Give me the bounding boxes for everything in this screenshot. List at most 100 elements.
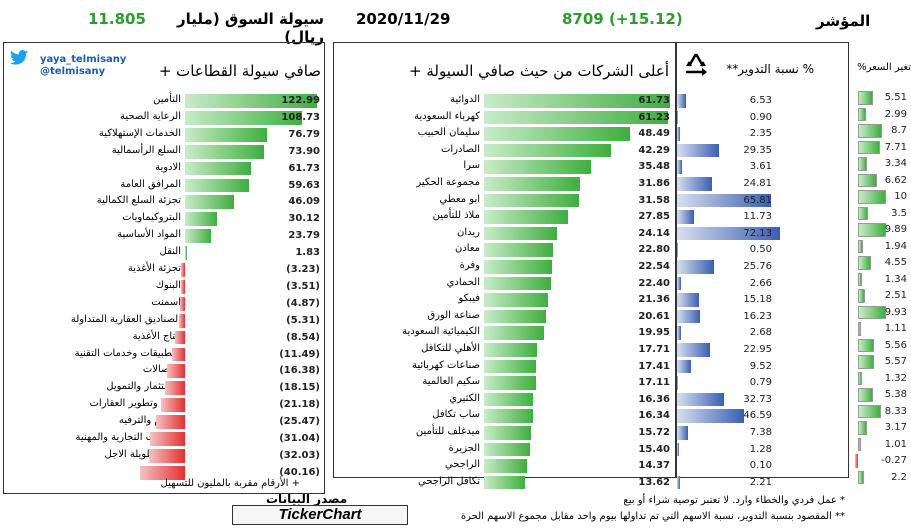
price-value: 3.5 [891,207,907,219]
company-bar [484,459,528,473]
price-value: 5.57 [884,356,907,367]
company-bar [484,210,568,224]
turnover-bar [677,376,679,390]
company-label: الراجحي [444,459,480,471]
turnover-value: 25.76 [743,261,772,272]
company-label: ابو معطي [439,193,480,205]
turnover-panel [676,42,849,478]
sector-value: (40.16) [279,466,320,478]
company-bar [484,143,612,158]
price-bar [858,140,880,154]
price-bar [858,107,867,121]
sector-label: الإتصالات [142,364,181,376]
company-label: معادن [454,243,480,255]
price-bar [858,157,868,171]
sector-bar [161,398,185,413]
sector-value: 46.09 [288,196,320,208]
turnover-value: 11.73 [743,211,772,223]
company-label: ميدغلف للتأمين [415,426,480,437]
price-value: 2.2 [891,471,907,483]
turnover-value: 16.23 [743,310,772,322]
company-label: صناعات كهربائية [411,359,480,371]
sector-label: الصناديق العقارية المتداولة [70,313,181,325]
company-value: 24.14 [638,227,670,239]
sector-value: (18.15) [279,382,320,394]
company-label: الحمادي [446,276,480,288]
price-bar [858,338,874,352]
turnover-bar [677,193,771,208]
company-label: ملاذ للتأمين [432,210,480,222]
company-label: صناعة الورق [427,309,480,321]
company-bar [484,243,553,257]
turnover-value: 46.59 [743,410,772,422]
sector-value: 73.90 [288,145,320,157]
turnover-value: 0.10 [749,460,772,472]
price-title: تغير السعر% [857,62,911,73]
turnover-value: 0.90 [749,111,772,123]
company-bar [484,110,669,125]
company-bar [484,260,552,274]
sector-bar [140,465,185,480]
sector-value: (5.31) [286,314,320,326]
turnover-bar [677,359,691,374]
sector-bar [185,127,268,142]
company-value: 27.85 [638,211,670,223]
company-label: الجزيرة [448,442,480,454]
sector-label: المرافق العامة [120,178,181,190]
sector-value: (11.49) [279,348,320,360]
company-label: تكافل الراجحي [418,475,480,487]
twitter-icon [10,50,30,66]
turnover-bar [677,143,719,158]
sector-label: تجزئة السلع الكمالية [96,195,181,207]
turnover-value: 2.66 [749,277,772,289]
sector-value: (31.04) [279,433,320,444]
price-value: 7.71 [884,141,907,153]
company-value: 20.61 [638,310,670,322]
turnover-bar [677,210,694,224]
company-label: ساب تكافل [432,409,480,421]
sector-value: 61.73 [288,162,320,174]
sector-value: 59.63 [288,179,320,191]
twitter-handle-1: yaya_telmisany [40,54,127,65]
sector-bar [185,94,317,108]
company-value: 17.41 [638,360,670,372]
sector-bar [185,246,187,260]
price-value: 3.34 [884,158,907,169]
company-label: الكثيري [449,392,480,404]
turnover-bar [677,475,681,490]
turnover-bar [677,326,681,340]
turnover-value: 2.68 [749,327,772,339]
sectors-panel [3,42,325,494]
price-bar [855,454,858,468]
index-label: المؤشر [816,12,871,30]
sector-label: الادوية [155,161,181,173]
company-bar [484,177,580,191]
price-bar [858,239,864,253]
price-bar [858,388,874,402]
company-label: فيبكو [458,293,480,305]
turnover-value: 0.50 [749,244,772,256]
sector-bar [175,330,185,345]
sector-label: السلع الرأسمالية [111,144,181,156]
company-value: 19.95 [638,327,670,339]
company-value: 13.62 [638,476,670,488]
price-bar [858,404,882,418]
turnover-value: 72.13 [743,227,772,239]
sector-bar [185,178,249,193]
company-bar [484,276,552,291]
sector-label: النقل [159,246,181,258]
company-bar [484,475,526,490]
company-label: ريدان [457,226,480,238]
company-bar [484,193,580,208]
sector-label: الإستثمار والتمويل [106,381,181,393]
sector-bar [185,212,218,227]
sector-bar [185,229,211,244]
price-value: 5.56 [884,339,907,351]
sector-value: (21.18) [279,399,320,411]
turnover-bar [677,94,687,108]
sector-label: الخدمات الإستهلاكية [98,127,181,139]
turnover-bar [677,127,681,141]
turnover-value: 2.21 [749,476,772,488]
price-bar [858,371,862,385]
turnover-bar [677,293,699,307]
